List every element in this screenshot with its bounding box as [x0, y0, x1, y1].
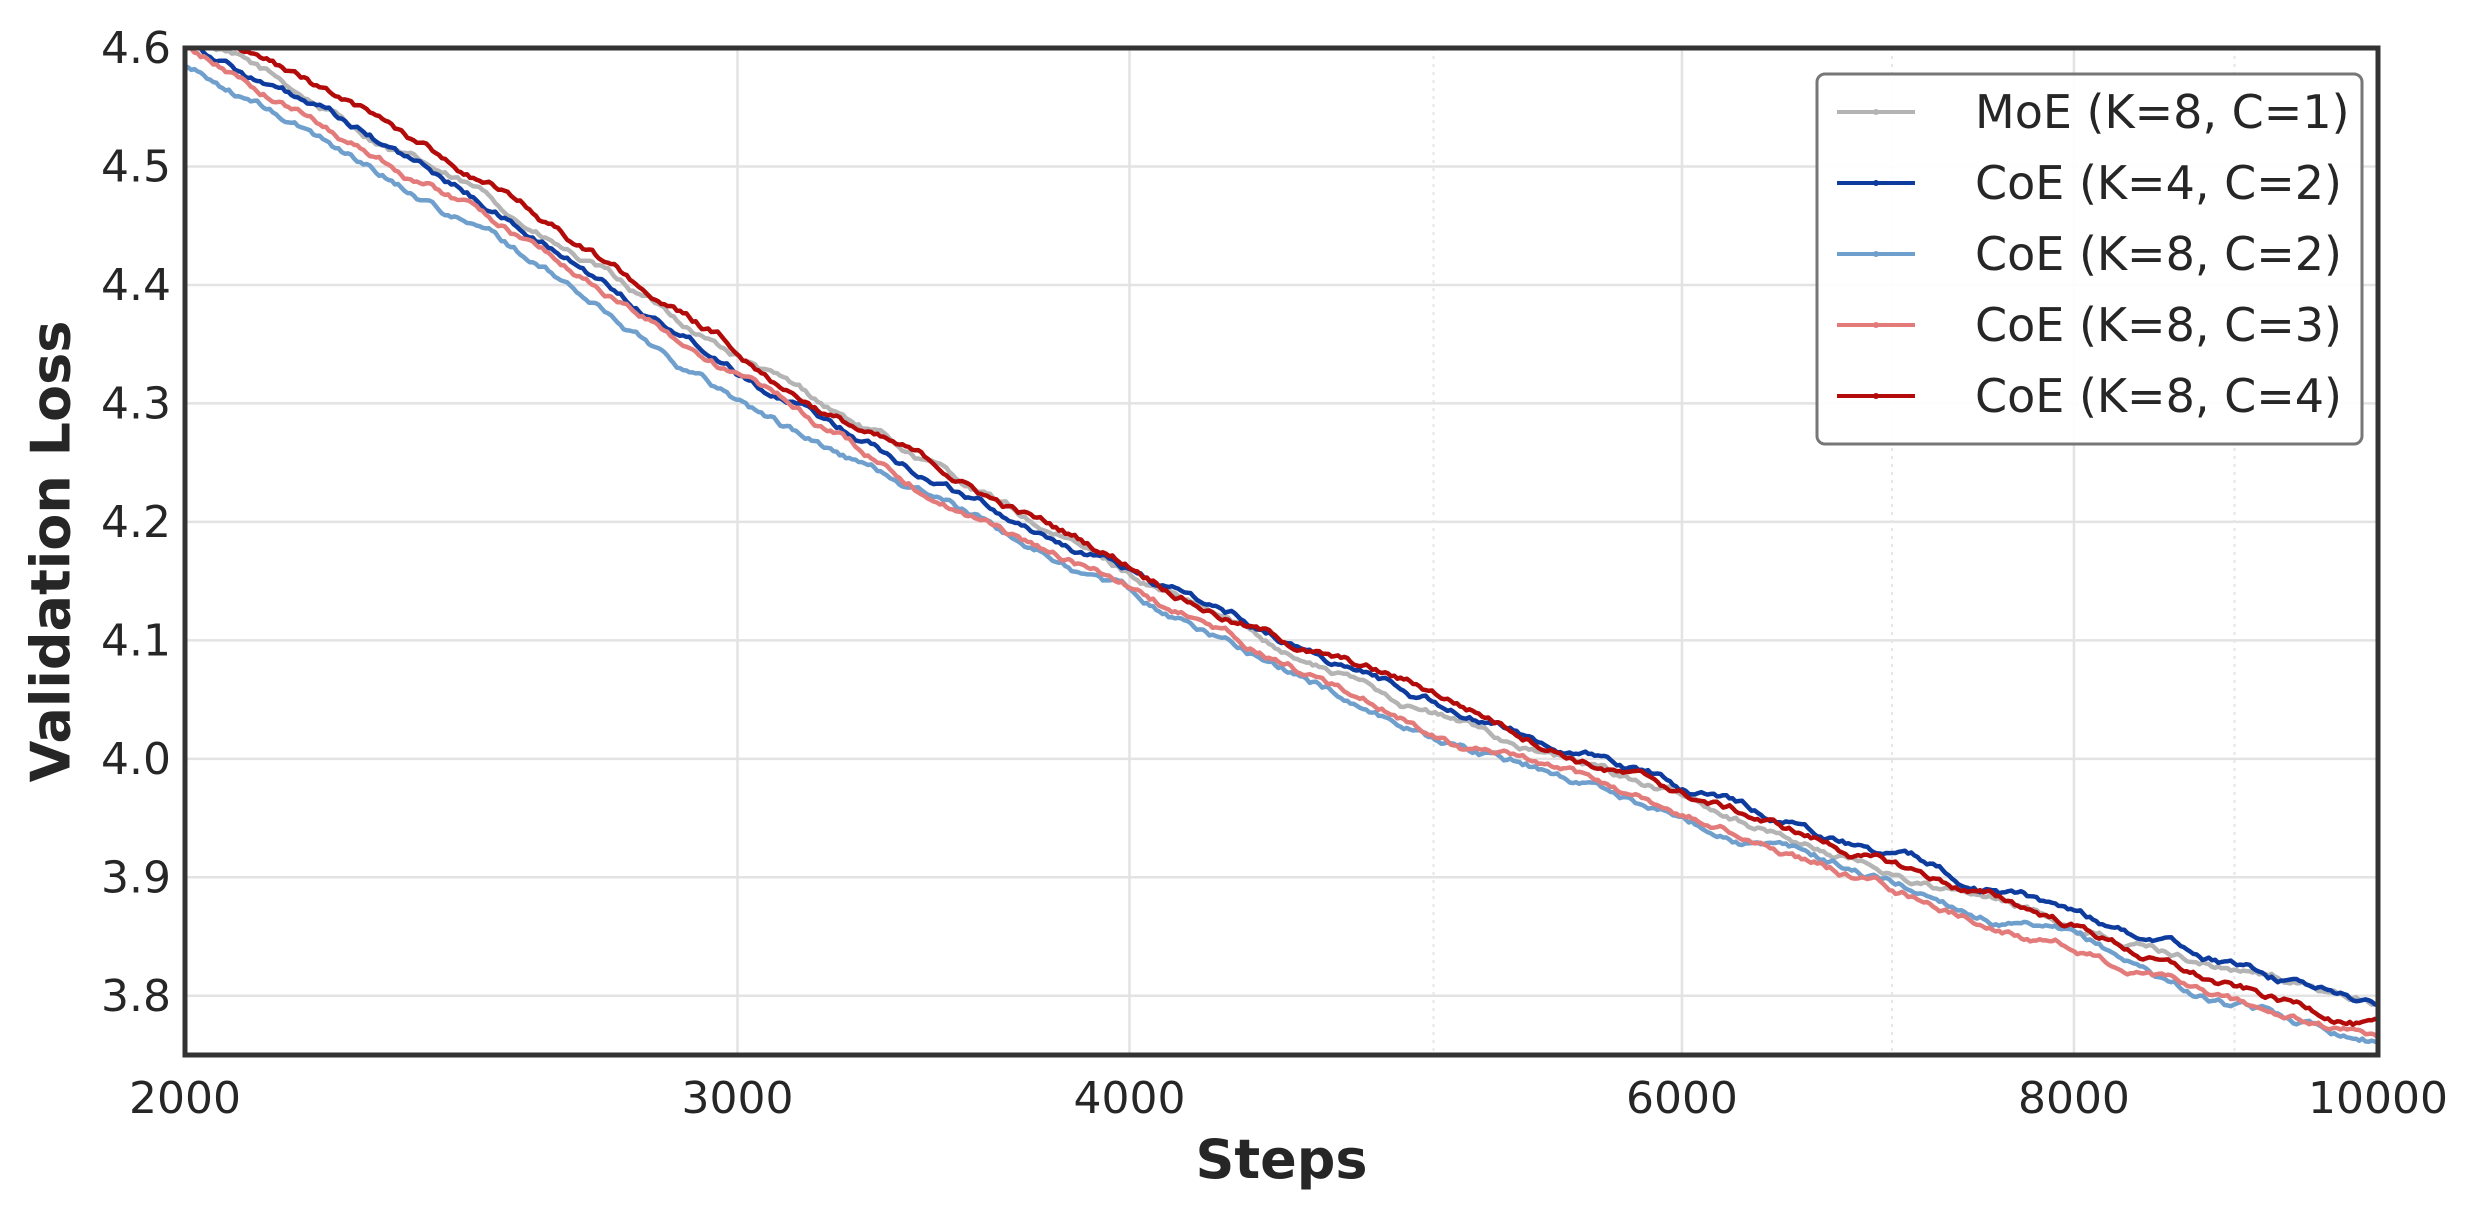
y-tick-label: 3.8	[101, 971, 171, 1022]
y-tick-label: 4.1	[101, 615, 171, 666]
x-tick-label: 4000	[1073, 1073, 1185, 1124]
y-tick-label: 4.3	[101, 378, 171, 429]
axes: 3.8 3.9 4.0 4.1 4.2 4.3 4.4 4.5 4.6 2000 3000 4000 6…	[101, 23, 2448, 1124]
x-tick-label: 2000	[129, 1073, 241, 1124]
legend-marker	[1873, 109, 1879, 115]
x-tick-label: 8000	[2018, 1073, 2130, 1124]
legend-entry-label: CoE (K=8, C=4)	[1975, 369, 2342, 423]
legend-box	[1815, 72, 2364, 446]
x-tick-label: 10000	[2308, 1073, 2448, 1124]
series-line-3	[185, 48, 2378, 1040]
legend-marker	[1873, 322, 1879, 328]
y-tick-label: 4.4	[101, 260, 171, 311]
plot-frame	[182, 45, 2381, 1058]
x-tick-label: 3000	[681, 1073, 793, 1124]
legend-marker	[1873, 180, 1879, 186]
legend-entry-label: CoE (K=8, C=2)	[1975, 227, 2342, 281]
legend-entry-label: CoE (K=8, C=3)	[1975, 298, 2342, 352]
legend: MoE (K=8, C=1) CoE (K=4, C=2) CoE (K=8, C=…	[1815, 72, 2364, 446]
legend-marker	[1873, 251, 1879, 257]
legend-entry-label: MoE (K=8, C=1)	[1975, 85, 2350, 139]
grid-lines	[183, 46, 2380, 1055]
series-line-2	[185, 63, 2378, 1046]
y-tick-label: 3.9	[101, 852, 171, 903]
x-axis-title: Steps	[1195, 1128, 1367, 1191]
legend-entry-label: CoE (K=4, C=2)	[1975, 156, 2342, 210]
y-tick-label: 4.2	[101, 497, 171, 548]
series-lines	[185, 48, 2378, 1046]
y-tick-label: 4.6	[101, 23, 171, 74]
y-tick-label: 4.0	[101, 734, 171, 785]
legend-marker	[1873, 393, 1879, 399]
y-axis-title: Validation Loss	[20, 321, 83, 783]
series-line-4	[232, 48, 2378, 1027]
y-tick-label: 4.5	[101, 141, 171, 192]
x-tick-label: 6000	[1626, 1073, 1738, 1124]
